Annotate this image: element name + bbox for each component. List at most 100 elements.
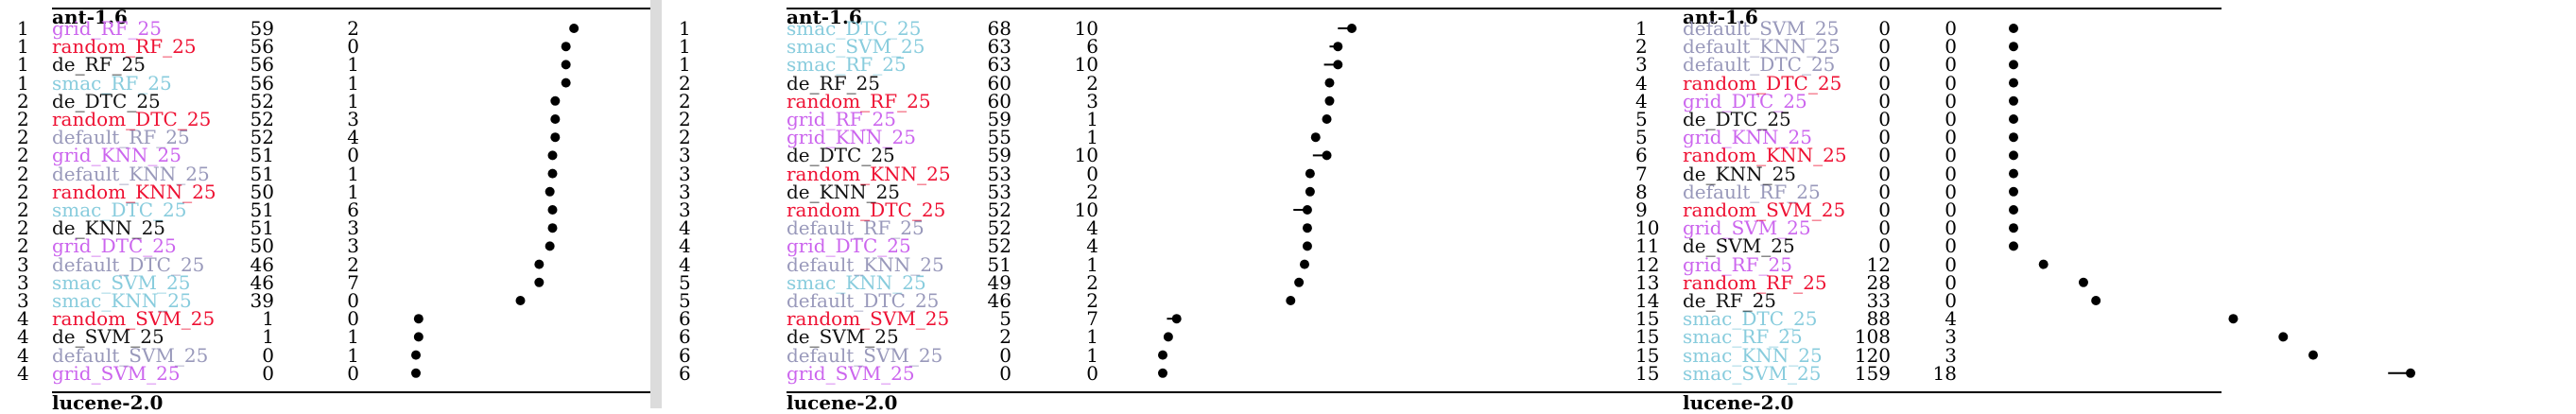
median-value: 51 — [250, 162, 274, 185]
median-dot — [1324, 95, 1335, 106]
treatment-name: default_DTC_25 — [787, 289, 940, 312]
median-dot — [545, 186, 555, 197]
rank-cell: 3 — [17, 289, 29, 312]
treatment-name: random_RF_25 — [1683, 270, 1827, 294]
rank-cell: 2 — [679, 108, 691, 130]
iqr-value: 1 — [347, 325, 359, 349]
treatment-name: grid_DTC_25 — [787, 234, 911, 258]
median-value: 0 — [1878, 53, 1891, 77]
treatment-name: default_DTC_25 — [52, 252, 205, 276]
median-value: 120 — [1854, 343, 1891, 367]
rank-cell: 4 — [17, 361, 29, 385]
treatment-name: default_RF_25 — [1683, 180, 1821, 203]
rank-cell: 4 — [1635, 89, 1648, 112]
treatment-name: smac_SVM_25 — [52, 270, 191, 294]
median-dot — [2091, 296, 2101, 305]
iqr-value: 0 — [1945, 252, 1957, 276]
iqr-value: 1 — [1086, 108, 1098, 130]
median-dot — [550, 132, 561, 143]
iqr-value: 0 — [1945, 234, 1957, 258]
rank-cell: 2 — [17, 162, 29, 185]
median-dot — [1302, 205, 1312, 215]
table-panel-3: ant-1.6 1 default_SVM_25 0 0 2 default_KNN_25 0… — [1598, 0, 2576, 412]
iqr-value: 0 — [1945, 162, 1957, 185]
median-value: 50 — [250, 234, 274, 258]
treatment-name: default_SVM_25 — [787, 343, 943, 367]
iqr-value: 10 — [1074, 144, 1098, 167]
treatment-name: grid_SVM_25 — [1683, 216, 1811, 240]
treatment-name: random_DTC_25 — [1683, 71, 1842, 95]
median-dot — [1302, 223, 1312, 233]
median-dot — [545, 241, 555, 251]
median-value: 50 — [250, 180, 274, 203]
median-value: 0 — [1878, 180, 1891, 203]
rank-cell: 5 — [679, 289, 691, 312]
median-value: 68 — [987, 17, 1011, 40]
median-value: 52 — [250, 108, 274, 130]
rank-cell: 2 — [17, 234, 29, 258]
treatment-name: smac_KNN_25 — [1683, 343, 1823, 367]
treatment-name: grid_RF_25 — [787, 108, 896, 130]
top-rule — [787, 8, 1598, 9]
median-value: 46 — [250, 270, 274, 294]
median-value: 0 — [999, 361, 1011, 385]
median-dot — [1322, 150, 1332, 161]
median-value: 59 — [250, 17, 274, 40]
median-dot — [2009, 132, 2018, 143]
median-dot — [1163, 332, 1173, 342]
rank-cell: 15 — [1635, 343, 1660, 367]
median-value: 0 — [1878, 71, 1891, 95]
treatment-name: smac_RF_25 — [787, 53, 907, 77]
median-value: 56 — [250, 53, 274, 77]
iqr-value: 1 — [347, 343, 359, 367]
median-dot — [2009, 186, 2018, 197]
median-value: 0 — [1878, 216, 1891, 240]
rank-cell: 2 — [17, 198, 29, 221]
rank-cell: 13 — [1635, 270, 1660, 294]
treatment-name: de_SVM_25 — [52, 325, 164, 349]
median-value: 52 — [250, 89, 274, 112]
rank-cell: 2 — [679, 89, 691, 112]
rank-cell: 2 — [679, 71, 691, 95]
median-dot — [1310, 132, 1321, 143]
median-dot — [2009, 42, 2018, 52]
rank-cell: 2 — [17, 126, 29, 149]
treatment-name: smac_RF_25 — [1683, 325, 1803, 349]
median-dot — [2009, 150, 2018, 161]
iqr-value: 1 — [347, 53, 359, 77]
rank-cell: 9 — [1635, 198, 1648, 221]
rank-cell: 6 — [679, 343, 691, 367]
treatment-name: grid_SVM_25 — [787, 361, 915, 385]
median-dot — [2406, 368, 2415, 378]
rank-cell: 3 — [679, 198, 691, 221]
rank-cell: 1 — [679, 35, 691, 59]
rank-cell: 12 — [1635, 252, 1660, 276]
rank-cell: 1 — [17, 35, 29, 59]
rank-dot-plot — [411, 24, 579, 378]
rank-cell: 6 — [1635, 144, 1648, 167]
iqr-value: 4 — [1086, 216, 1098, 240]
iqr-value: 3 — [1086, 89, 1098, 112]
median-dot — [2308, 350, 2318, 360]
treatment-name: smac_RF_25 — [52, 71, 172, 95]
iqr-value: 1 — [347, 89, 359, 112]
median-value: 39 — [250, 289, 274, 312]
rank-cell: 1 — [679, 53, 691, 77]
median-dot — [2009, 241, 2018, 251]
median-value: 0 — [1878, 162, 1891, 185]
median-dot — [2228, 314, 2239, 324]
rank-cell: 1 — [17, 71, 29, 95]
iqr-value: 0 — [1945, 53, 1957, 77]
rank-cell: 6 — [679, 361, 691, 385]
rank-cell: 8 — [1635, 180, 1648, 203]
treatment-name: default_SVM_25 — [52, 343, 209, 367]
rank-cell: 4 — [679, 252, 691, 276]
median-value: 0 — [1878, 108, 1891, 130]
table-panel-1: ant-1.6 1 grid_RF_25 59 2 1 random_RF_25 56 0 1 de… — [0, 0, 650, 412]
iqr-value: 3 — [347, 216, 359, 240]
treatment-name: random_SVM_25 — [52, 307, 216, 331]
iqr-value: 0 — [347, 289, 359, 312]
iqr-value: 2 — [1086, 71, 1098, 95]
treatment-name: random_KNN_25 — [52, 180, 216, 203]
median-value: 5 — [999, 307, 1011, 331]
